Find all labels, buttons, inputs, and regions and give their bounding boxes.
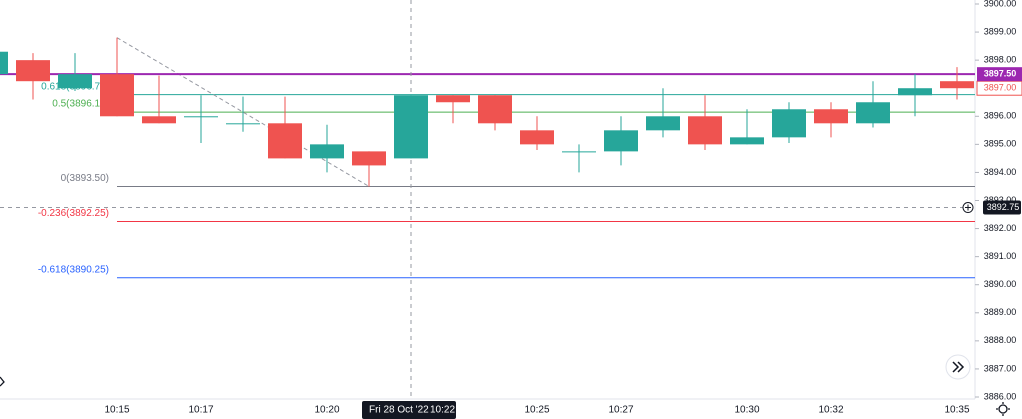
crosshair-price-box — [983, 200, 1021, 215]
price-line-box — [977, 67, 1022, 82]
candle-body — [58, 74, 92, 89]
x-tick-label: 10:17 — [188, 405, 213, 416]
candle-body — [562, 151, 596, 153]
x-tick-label: 10:27 — [608, 405, 633, 416]
y-tick-label: 3899.00 — [984, 26, 1017, 36]
x-tick-label: 10:20 — [314, 405, 339, 416]
candle-body — [100, 74, 134, 117]
crosshair-time-label: 10:22 — [430, 405, 455, 416]
candle-body — [394, 95, 428, 159]
y-tick-label: 3887.00 — [984, 363, 1017, 373]
candle-body — [688, 116, 722, 145]
candle-body — [436, 95, 470, 103]
gear-teeth[interactable] — [996, 402, 1010, 416]
candle-body — [856, 102, 890, 124]
candle-body — [520, 130, 554, 145]
x-tick-label: 10:15 — [104, 405, 129, 416]
last-price-label: 3897.00 — [984, 83, 1017, 93]
candle-body — [940, 81, 974, 89]
crosshair-time-box — [362, 401, 456, 419]
candle-body — [310, 144, 344, 159]
candle-body — [352, 151, 386, 166]
price-line-label: 3897.50 — [984, 69, 1017, 79]
candle-body — [184, 116, 218, 118]
candle-body — [604, 130, 638, 152]
gear-icon[interactable] — [998, 404, 1008, 414]
scroll-icon[interactable] — [952, 361, 965, 373]
crosshair-date-label: Fri 28 Oct '22 — [369, 405, 429, 416]
candle-body — [16, 60, 50, 82]
fib-level-label: 0.5(3896.15) — [52, 99, 109, 110]
candle-body — [0, 51, 8, 75]
y-tick-label: 3898.00 — [984, 55, 1017, 65]
y-tick-label: 3886.00 — [984, 391, 1017, 401]
y-tick-label: 3890.00 — [984, 279, 1017, 289]
add-alert-plus — [965, 204, 971, 211]
x-tick-label: 10:25 — [524, 405, 549, 416]
last-price-box — [976, 80, 1022, 96]
y-tick-label: 3892.00 — [984, 223, 1017, 233]
candle-body — [898, 88, 932, 96]
candle-body — [772, 109, 806, 138]
y-tick-label: 3896.00 — [984, 111, 1017, 121]
x-tick-label: 10:30 — [734, 405, 759, 416]
candle-body — [730, 137, 764, 145]
crosshair-price-label: 3892.75 — [987, 202, 1020, 212]
y-tick-label: 3889.00 — [984, 307, 1017, 317]
candle-body — [646, 116, 680, 131]
left-arrow[interactable] — [0, 376, 5, 387]
fib-level-label: -0.618(3890.25) — [38, 264, 109, 275]
candle-body — [142, 116, 176, 124]
y-tick-label: 3894.00 — [984, 167, 1017, 177]
y-tick-label: 3895.00 — [984, 139, 1017, 149]
fib-level-label: -0.236(3892.25) — [38, 208, 109, 219]
candle-body — [814, 109, 848, 124]
x-tick-label: 10:35 — [944, 405, 969, 416]
candle-body — [268, 123, 302, 159]
scroll-button[interactable] — [945, 354, 971, 380]
candle-body — [478, 95, 512, 124]
y-tick-label: 3888.00 — [984, 335, 1017, 345]
settings-button[interactable] — [996, 402, 1010, 416]
y-tick-label: 3891.00 — [984, 251, 1017, 261]
candle-body — [226, 123, 260, 125]
x-tick-label: 10:32 — [818, 405, 843, 416]
fib-level-label: 0(3893.50) — [61, 173, 109, 184]
y-tick-label: 3900.00 — [984, 0, 1017, 8]
y-tick-label: 3893.00 — [984, 195, 1017, 205]
